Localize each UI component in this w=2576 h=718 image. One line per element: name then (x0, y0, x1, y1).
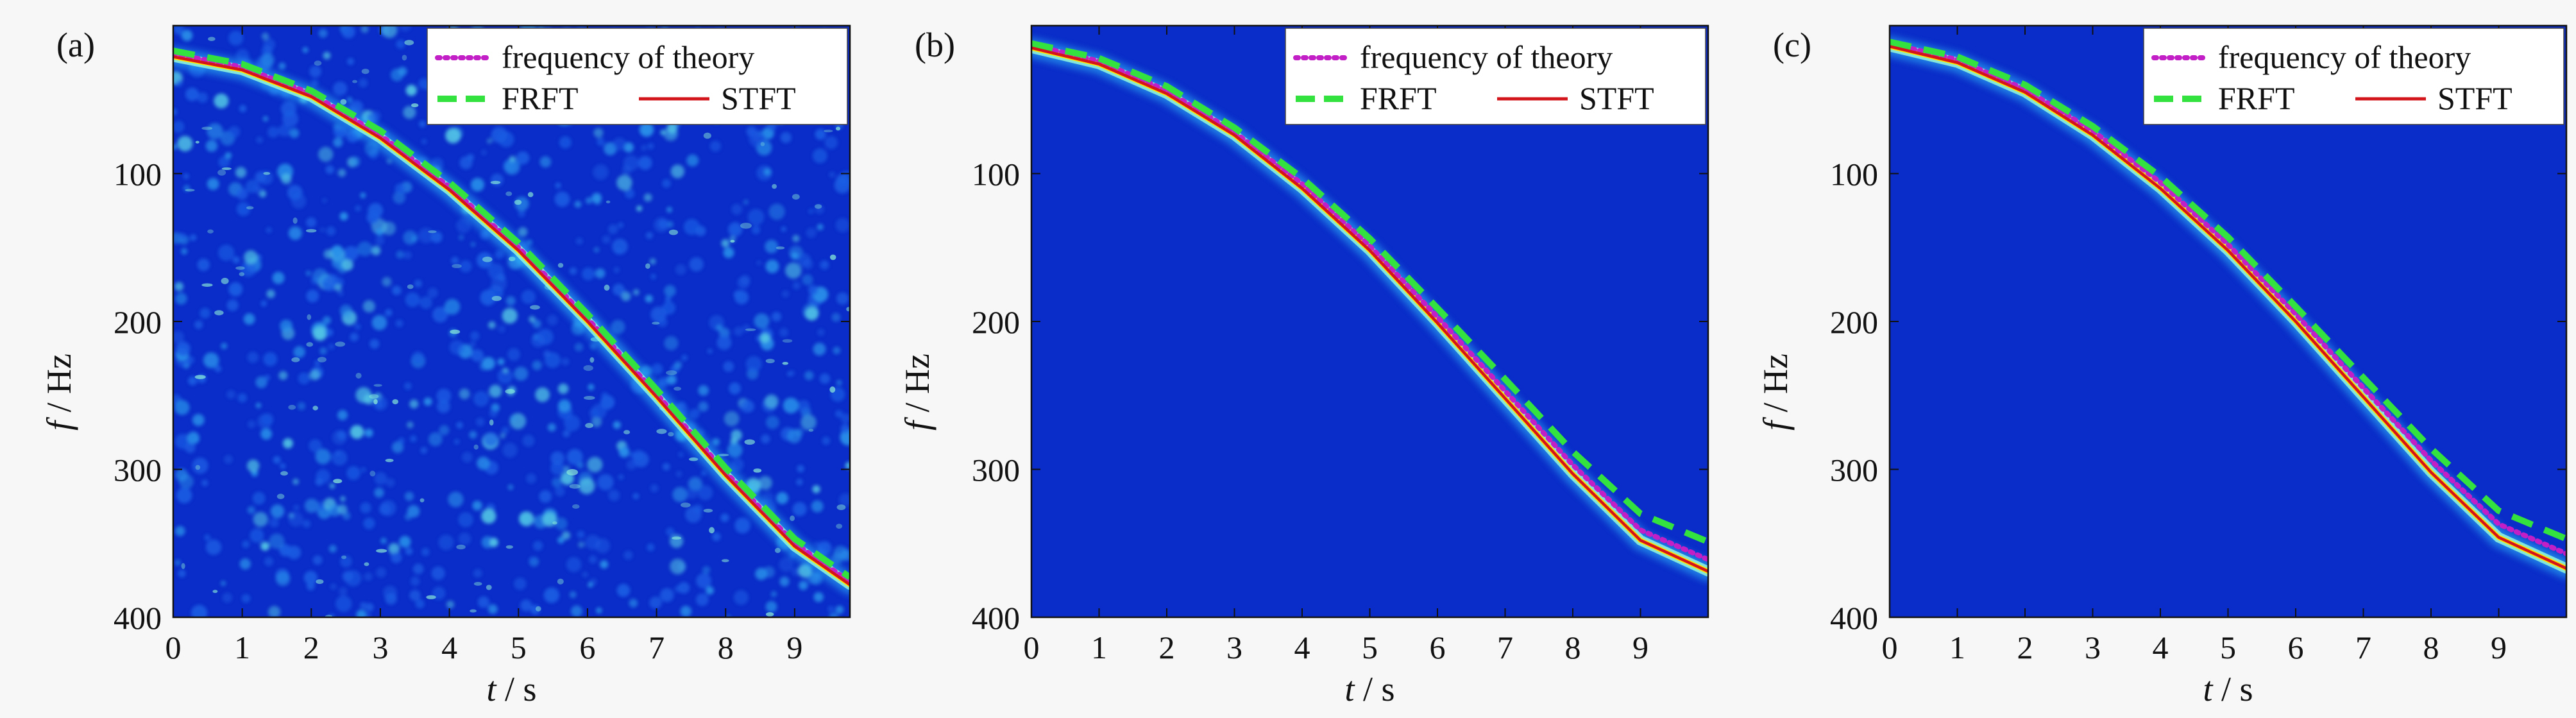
chart-panel-a: 0 1 2 3 4 5 6 7 8 9 100 200 300 400 t / s f / Hz (a) freq… (0, 0, 860, 718)
plot-content (1031, 38, 1708, 581)
theory-line (1890, 40, 2566, 556)
y-tick-label: 200 (972, 304, 1020, 340)
x-tick-label: 7 (648, 629, 665, 665)
x-tick-label: 9 (786, 629, 802, 665)
y-tick-label: 400 (1830, 600, 1878, 636)
y-tick-label: 100 (114, 157, 162, 192)
x-tick-label: 6 (579, 629, 595, 665)
x-tick-label: 7 (2355, 629, 2371, 665)
x-tick-label: 7 (1497, 629, 1513, 665)
x-tick-label: 5 (511, 629, 527, 665)
y-axis-label: f / Hz (1756, 354, 1795, 431)
x-tick-label: 1 (234, 629, 250, 665)
y-tick-label: 400 (114, 600, 162, 636)
x-tick-label: 3 (372, 629, 388, 665)
legend-stft-label: STFT (721, 80, 796, 116)
x-tick-label: 3 (1226, 629, 1242, 665)
stft-line (1890, 45, 2566, 570)
y-axis-label: f / Hz (898, 354, 936, 431)
chart-panel-c: 0 1 2 3 4 5 6 7 8 9 100 200 300 400 t / s f / Hz (c) freq… (1716, 0, 2576, 718)
x-axis-label: t / s (486, 670, 536, 708)
chart-panel-b: 0 1 2 3 4 5 6 7 8 9 100 200 300 400 t / s f / Hz (b) freq… (858, 0, 1718, 718)
x-axis-label: t / s (1344, 670, 1394, 708)
x-tick-label: 2 (1159, 629, 1175, 665)
chart-svg: 0 1 2 3 4 5 6 7 8 9 100 200 300 400 t / s f / Hz (b) freq… (898, 24, 1709, 708)
x-tick-label: 2 (2017, 629, 2033, 665)
legend-frft-label: FRFT (2218, 80, 2295, 116)
x-tick-label: 4 (441, 629, 457, 665)
plot-content (1890, 37, 2566, 578)
x-tick-label: 8 (1565, 629, 1581, 665)
x-tick-label: 4 (1294, 629, 1310, 665)
y-tick-label: 400 (972, 600, 1020, 636)
panel-label: (a) (56, 26, 95, 64)
theory-line (1031, 42, 1708, 563)
legend-box (2143, 28, 2564, 125)
panel-label: (b) (915, 26, 955, 64)
panel-label: (c) (1773, 26, 1811, 64)
frft-line (173, 47, 850, 580)
legend-theory-label: frequency of theory (2218, 39, 2471, 75)
y-tick-label: 100 (972, 157, 1020, 192)
y-tick-label: 300 (114, 452, 162, 488)
stft-line (173, 55, 850, 586)
x-tick-label: 1 (1091, 629, 1107, 665)
x-tick-label: 6 (1430, 629, 1446, 665)
y-tick-label: 300 (972, 452, 1020, 488)
x-tick-label: 3 (2085, 629, 2101, 665)
x-tick-label: 5 (1362, 629, 1378, 665)
x-tick-label: 5 (2220, 629, 2236, 665)
x-tick-label: 2 (303, 629, 319, 665)
legend-box (427, 28, 848, 125)
y-axis-label: f / Hz (40, 354, 78, 431)
x-tick-label: 9 (1632, 629, 1648, 665)
y-tick-label: 300 (1830, 452, 1878, 488)
x-tick-label: 9 (2491, 629, 2507, 665)
legend-stft-label: STFT (2437, 80, 2512, 116)
legend-frft-label: FRFT (502, 80, 579, 116)
y-tick-label: 100 (1830, 157, 1878, 192)
x-axis-label: t / s (2203, 670, 2253, 708)
x-tick-label: 1 (1949, 629, 1965, 665)
x-tick-label: 0 (1024, 629, 1040, 665)
legend-theory-label: frequency of theory (1360, 39, 1613, 75)
x-tick-label: 6 (2288, 629, 2304, 665)
y-tick-label: 200 (114, 304, 162, 340)
y-tick-label: 200 (1830, 304, 1878, 340)
x-tick-label: 0 (165, 629, 182, 665)
x-tick-label: 0 (1882, 629, 1898, 665)
x-tick-label: 4 (2153, 629, 2169, 665)
chart-svg: 0 1 2 3 4 5 6 7 8 9 100 200 300 400 t / s f / Hz (c) freq… (1756, 24, 2568, 708)
legend-theory-label: frequency of theory (502, 39, 754, 75)
legend-box (1285, 28, 1706, 125)
legend-frft-label: FRFT (1360, 80, 1437, 116)
legend-stft-label: STFT (1579, 80, 1654, 116)
chart-svg: 0 1 2 3 4 5 6 7 8 9 100 200 300 400 t / s f / Hz (a) freq… (40, 24, 851, 708)
stft-line (1031, 46, 1708, 573)
frft-line (1031, 40, 1708, 545)
frft-line (1890, 38, 2566, 542)
x-tick-label: 8 (718, 629, 734, 665)
x-tick-label: 8 (2423, 629, 2439, 665)
